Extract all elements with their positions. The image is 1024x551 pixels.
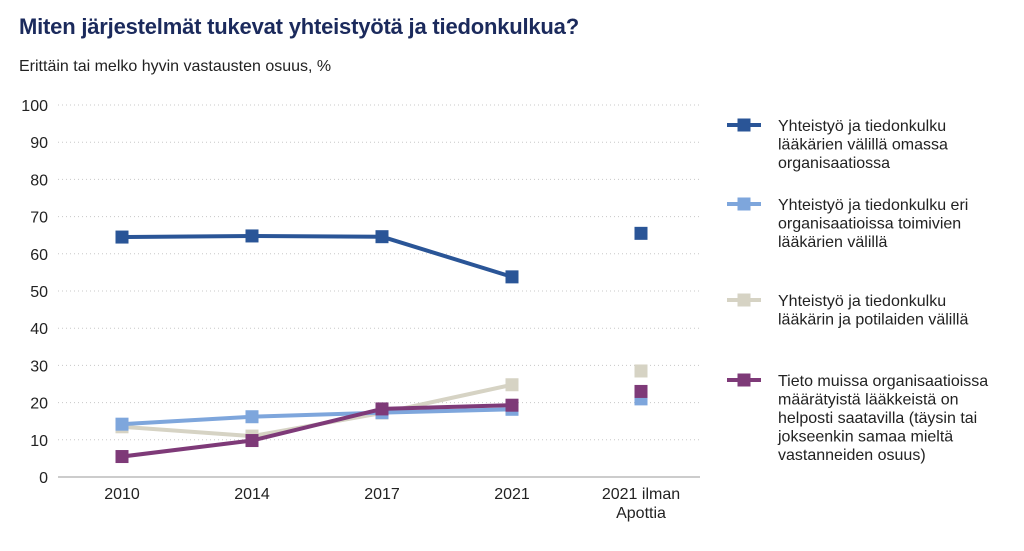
chart-subtitle: Erittäin tai melko hyvin vastausten osuu… bbox=[19, 58, 332, 75]
series-2-point bbox=[245, 410, 259, 424]
legend-marker-2 bbox=[737, 197, 751, 211]
series-4-point bbox=[634, 384, 648, 398]
y-tick-label: 80 bbox=[30, 172, 48, 189]
series-line-1 bbox=[120, 233, 514, 279]
series-2-point bbox=[115, 417, 129, 431]
series-4-point bbox=[115, 450, 129, 464]
y-tick-label: 90 bbox=[30, 135, 48, 152]
series-3-point bbox=[505, 378, 519, 392]
series-1-point bbox=[375, 230, 389, 244]
legend-marker-1 bbox=[737, 118, 751, 132]
x-tick-label: 2014 bbox=[234, 486, 270, 503]
legend-label-1: Yhteistyö ja tiedonkulku lääkärien välill… bbox=[778, 118, 948, 172]
y-tick-label: 10 bbox=[30, 433, 48, 450]
x-tick-label: 2017 bbox=[364, 486, 400, 503]
x-tick-label: 2021 bbox=[494, 486, 530, 503]
series-1-point bbox=[634, 226, 648, 240]
series-markers bbox=[115, 226, 648, 464]
legend-marker-3 bbox=[737, 293, 751, 307]
gridlines bbox=[58, 104, 700, 478]
series-1-point bbox=[505, 270, 519, 284]
y-tick-label: 50 bbox=[30, 284, 48, 301]
x-axis: 2010 2014 2017 2021 2021 ilman Apottia bbox=[104, 486, 680, 522]
y-tick-label: 0 bbox=[39, 470, 48, 487]
legend: Yhteistyö ja tiedonkulku lääkärien välill… bbox=[727, 118, 988, 464]
series-4-point bbox=[505, 398, 519, 412]
series-1-point bbox=[115, 230, 129, 244]
y-tick-label: 20 bbox=[30, 396, 48, 413]
legend-label-4: Tieto muissa organisaatioissa määrätyistä… bbox=[777, 373, 988, 464]
legend-marker-4 bbox=[737, 373, 751, 387]
legend-label-3: Yhteistyö ja tiedonkulku lääkärin ja poti… bbox=[778, 293, 968, 329]
chart-title: Miten järjestelmät tukevat yhteistyötä j… bbox=[19, 14, 579, 39]
y-tick-label: 30 bbox=[30, 358, 48, 375]
series-line-2 bbox=[120, 407, 514, 427]
y-axis: 0 10 20 30 40 50 60 70 80 90 100 bbox=[21, 98, 48, 487]
series-lines bbox=[120, 233, 514, 459]
legend-label-2: Yhteistyö ja tiedonkulku eri organisaatio… bbox=[778, 197, 968, 251]
x-tick-label: 2021 ilman Apottia bbox=[602, 486, 680, 522]
y-tick-label: 70 bbox=[30, 210, 48, 227]
y-tick-label: 100 bbox=[21, 98, 48, 115]
series-3-point bbox=[634, 364, 648, 378]
x-tick-label: 2010 bbox=[104, 486, 140, 503]
series-1-point bbox=[245, 229, 259, 243]
series-4-point bbox=[245, 434, 259, 448]
y-tick-label: 40 bbox=[30, 321, 48, 338]
series-4-point bbox=[375, 402, 389, 416]
series-line-4 bbox=[120, 403, 514, 459]
y-tick-label: 60 bbox=[30, 247, 48, 264]
